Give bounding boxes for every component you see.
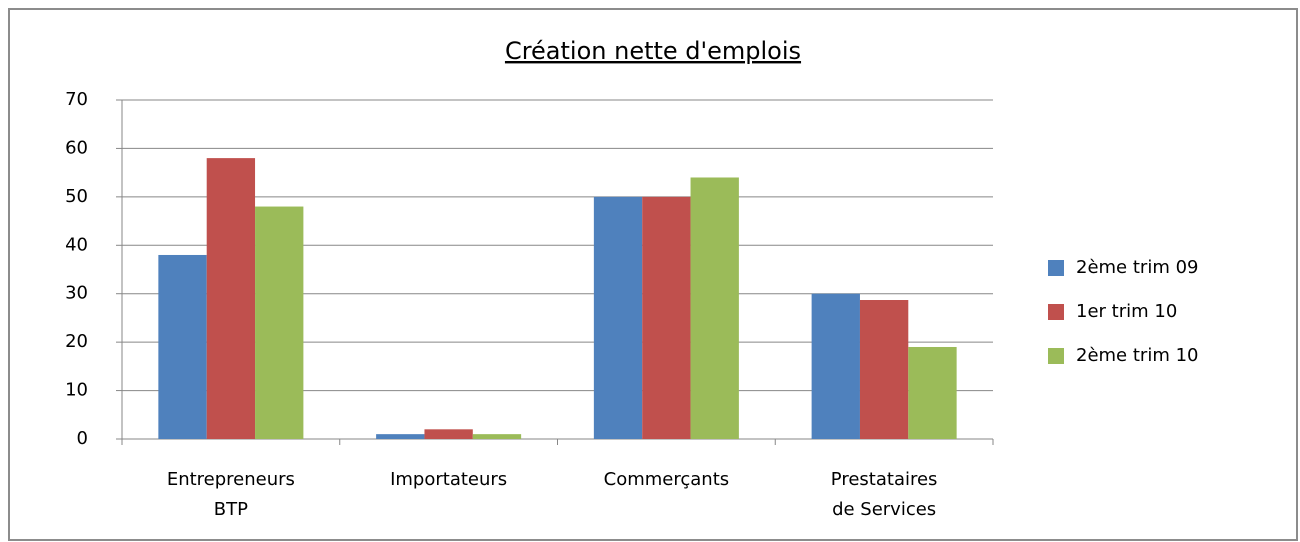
chart-title: Création nette d'emplois — [505, 37, 801, 65]
bar — [908, 346, 957, 439]
y-tick-label: 30 — [65, 283, 88, 304]
bar — [811, 293, 860, 439]
bar — [158, 254, 207, 439]
legend-swatch — [1048, 348, 1064, 364]
x-tick-label: Entrepreneurs BTP — [167, 469, 295, 520]
y-tick-label: 0 — [77, 428, 88, 449]
legend-swatch — [1048, 260, 1064, 276]
bar — [690, 177, 739, 439]
y-tick-label: 70 — [65, 89, 88, 110]
bar — [859, 300, 909, 439]
bar — [424, 429, 473, 439]
legend-label: 2ème trim 10 — [1076, 345, 1198, 366]
x-tick-label: Importateurs — [390, 469, 507, 490]
y-tick-label: 60 — [65, 137, 88, 158]
y-tick-label: 10 — [65, 380, 88, 401]
y-tick-label: 40 — [65, 234, 88, 255]
bar — [472, 434, 522, 439]
y-tick-label: 20 — [65, 331, 88, 352]
bar — [593, 196, 643, 439]
x-tick-label: Prestataires de Services — [831, 469, 938, 520]
bar — [642, 196, 691, 439]
y-tick-label: 50 — [65, 186, 88, 207]
legend-label: 2ème trim 09 — [1076, 257, 1198, 278]
bar — [255, 206, 304, 439]
x-tick-label: Commerçants — [604, 469, 730, 490]
legend-label: 1er trim 10 — [1076, 301, 1177, 322]
bar — [376, 434, 425, 439]
bar — [206, 158, 256, 439]
legend-swatch — [1048, 304, 1064, 320]
